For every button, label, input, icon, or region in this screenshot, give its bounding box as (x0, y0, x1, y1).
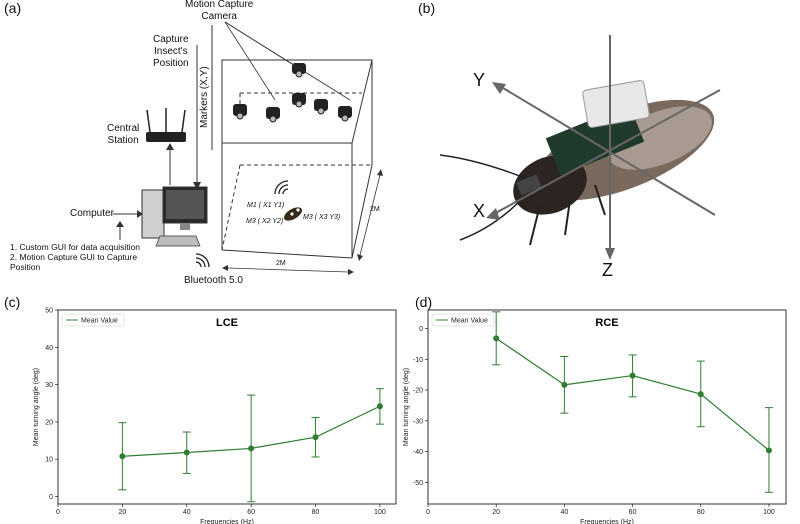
capture-label: Capture Insect's Position (153, 34, 189, 69)
camera-icon (266, 107, 280, 123)
markers-label: Markers (X,Y) (199, 66, 210, 128)
y-tick-label: -50 (413, 480, 423, 487)
data-point (248, 445, 255, 452)
marker-m2-label: M3 ( X2 Y2) (246, 218, 284, 225)
insect-icon (283, 207, 303, 221)
gui-list: 1. Custom GUI for data acquisition 2. Mo… (10, 242, 140, 272)
marker-m3-label: M3 ( X3 Y3) (303, 214, 341, 221)
axis-y-label: Y (473, 70, 486, 90)
camera-icon (292, 93, 306, 108)
wireless-icon (274, 180, 289, 195)
x-tick-label: 80 (312, 509, 320, 516)
data-point (561, 381, 568, 388)
y-tick-label: -40 (413, 449, 423, 456)
x-tick-label: 40 (560, 509, 568, 516)
bluetooth-label: Bluetooth 5.0 (184, 275, 243, 286)
lce-chart: 0 20 40 60 80 100 0 10 20 30 40 50 LCE Frequencies (H… (33, 308, 397, 524)
x-tick-label: 100 (763, 509, 775, 516)
x-tick-label: 100 (374, 509, 386, 516)
chart-title: LCE (216, 317, 238, 329)
data-point (183, 449, 190, 456)
depth-dimension-label: 2M (370, 206, 380, 213)
camera-icon (233, 104, 247, 120)
y-tick-label: -30 (413, 418, 423, 425)
panel-label-a: (a) (4, 0, 22, 16)
data-point (376, 403, 383, 410)
x-tick-label: 0 (426, 509, 430, 516)
data-point (629, 372, 636, 379)
x-axis-label: Frequencies (Hz) (200, 519, 254, 524)
y-tick-label: 20 (45, 419, 53, 426)
legend-label: Mean Value (81, 318, 118, 325)
y-axis-label: Mean turning angle (deg) (403, 368, 410, 446)
y-tick-label: 50 (45, 308, 53, 315)
axis-x-label: X (473, 201, 486, 221)
legend-box (431, 313, 495, 327)
chart-title: RCE (595, 317, 618, 329)
x-axis-label: Frequencies (Hz) (580, 519, 634, 524)
legend-box (61, 313, 125, 327)
data-point (312, 434, 319, 441)
router-icon (146, 108, 186, 142)
panel-label-b: (b) (418, 0, 436, 16)
y-tick-label: 0 (49, 494, 53, 501)
data-point (765, 447, 772, 454)
central-station-label: Central Station (107, 123, 140, 146)
x-tick-label: 0 (56, 509, 60, 516)
legend-label: Mean Value (451, 318, 488, 325)
plot-frame (57, 309, 397, 505)
plot-frame (427, 309, 787, 505)
x-tick-label: 20 (118, 509, 126, 516)
y-tick-label: 10 (45, 457, 53, 464)
rce-chart: 0 20 40 60 80 100 0 -10 -20 -30 -40 -50 RCE Frequenci… (403, 309, 787, 524)
data-point (119, 453, 126, 460)
camera-label: Motion Capture Camera (185, 0, 254, 22)
data-point (493, 335, 500, 342)
panel-label-c: (c) (4, 294, 21, 310)
y-tick-label: -20 (413, 388, 423, 395)
y-tick-label: -10 (413, 357, 423, 364)
cockroach-icon (439, 80, 715, 246)
x-tick-label: 60 (247, 509, 255, 516)
camera-icon (338, 106, 352, 122)
y-axis-label: Mean turning angle (deg) (33, 368, 40, 446)
y-tick-label: 40 (45, 345, 53, 352)
y-tick-label: 0 (419, 326, 423, 333)
x-tick-label: 20 (492, 509, 500, 516)
marker-m1-label: M1 ( X1 Y1) (247, 202, 285, 209)
camera-icon (314, 99, 328, 115)
panel-label-d: (d) (415, 294, 433, 310)
system-diagram (113, 21, 383, 275)
wireless-icon (195, 253, 210, 268)
computer-label: Computer (70, 208, 114, 219)
x-tick-label: 40 (183, 509, 191, 516)
axis-z-label: Z (602, 260, 613, 280)
insect-axes-diagram (439, 35, 721, 260)
x-tick-label: 60 (629, 509, 637, 516)
y-tick-label: 30 (45, 382, 53, 389)
width-dimension-label: 2M (276, 260, 286, 267)
x-tick-label: 80 (697, 509, 705, 516)
computer-icon (141, 186, 208, 247)
data-point (697, 391, 704, 398)
